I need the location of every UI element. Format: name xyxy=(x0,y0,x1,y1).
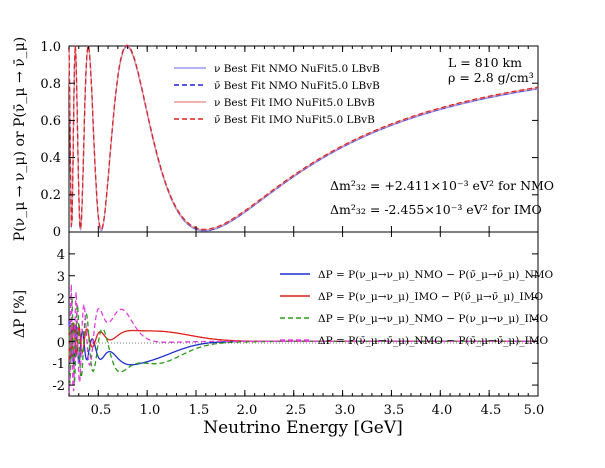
top-ytick-label: 0.4 xyxy=(40,151,61,166)
x-axis-title: Neutrino Energy [GeV] xyxy=(203,418,402,438)
top-ytick-label: 1.0 xyxy=(40,40,61,55)
xtick-label: 1.5 xyxy=(189,403,210,418)
top-y-axis-title: P(ν_μ → ν_μ) or P(ν̄_μ → ν̄_μ) xyxy=(12,37,28,241)
dm-nmo-annotation: Δm²₃₂ = +2.411×10⁻³ eV² for NMO xyxy=(330,178,554,193)
legend-entry: ΔP = P(ν_μ→ν_μ)_IMO − P(ν̄_μ→ν̄_μ)_IMO xyxy=(318,291,543,303)
legend-entry: ν Best Fit IMO NuFit5.0 LBvB xyxy=(214,97,375,109)
xtick-label: 4.0 xyxy=(432,403,453,418)
top-legend: ν Best Fit NMO NuFit5.0 LBvB ν̄ Best Fit… xyxy=(174,63,380,126)
legend-entry: ΔP = P(ν̄_μ→ν̄_μ)_NMO − P(ν̄_μ→ν̄_μ)_IMO xyxy=(318,335,548,347)
bottom-ytick-label: 4 xyxy=(57,248,65,263)
xtick-label: 5.0 xyxy=(524,403,545,418)
xtick-label: 3.5 xyxy=(384,403,405,418)
top-ytick-label: 0.2 xyxy=(40,188,61,203)
xtick-label: 2.5 xyxy=(286,403,307,418)
dm-imo-annotation: Δm²₃₂ = -2.455×10⁻³ eV² for IMO xyxy=(330,202,542,217)
bottom-legend: ΔP = P(ν_μ→ν_μ)_NMO − P(ν̄_μ→ν̄_μ)_NMO Δ… xyxy=(280,269,554,347)
legend-entry: ν Best Fit NMO NuFit5.0 LBvB xyxy=(214,63,380,75)
probability-curve xyxy=(68,44,539,231)
xtick-label: 3.0 xyxy=(335,403,356,418)
bottom-ytick-label: 3 xyxy=(57,270,65,285)
legend-entry: ν̄ Best Fit NMO NuFit5.0 LBvB xyxy=(214,80,380,92)
baseline-annotation: L = 810 km xyxy=(448,55,522,70)
xtick-label: 1.0 xyxy=(140,403,161,418)
xtick-label: 2.0 xyxy=(237,403,258,418)
top-ytick-label: 0.8 xyxy=(40,77,61,92)
top-ytick-label: 0.6 xyxy=(40,114,61,129)
xtick-label: 0.5 xyxy=(91,403,112,418)
top-curves xyxy=(68,44,539,232)
bottom-ytick-label: -2 xyxy=(52,379,65,394)
bottom-ytick-label: 2 xyxy=(57,292,65,307)
density-annotation: ρ = 2.8 g/cm³ xyxy=(448,70,534,85)
bottom-ytick-label: -1 xyxy=(52,357,65,372)
bottom-ytick-label: 0 xyxy=(57,336,65,351)
legend-entry: ν̄ Best Fit IMO NuFit5.0 LBvB xyxy=(214,114,375,126)
legend-entry: ΔP = P(ν_μ→ν_μ)_NMO − P(ν_μ→ν_μ)_IMO xyxy=(318,313,548,325)
legend-entry: ΔP = P(ν_μ→ν_μ)_NMO − P(ν̄_μ→ν̄_μ)_NMO xyxy=(318,269,554,281)
axis-ticks xyxy=(68,45,539,396)
delta-p-curve xyxy=(68,284,538,397)
bottom-ytick-label: 1 xyxy=(57,314,65,329)
bottom-y-axis-title: ΔP [%] xyxy=(12,290,28,338)
bottom-curves xyxy=(68,284,538,397)
xtick-label: 4.5 xyxy=(481,403,502,418)
top-ytick-label: 0 xyxy=(53,225,61,240)
